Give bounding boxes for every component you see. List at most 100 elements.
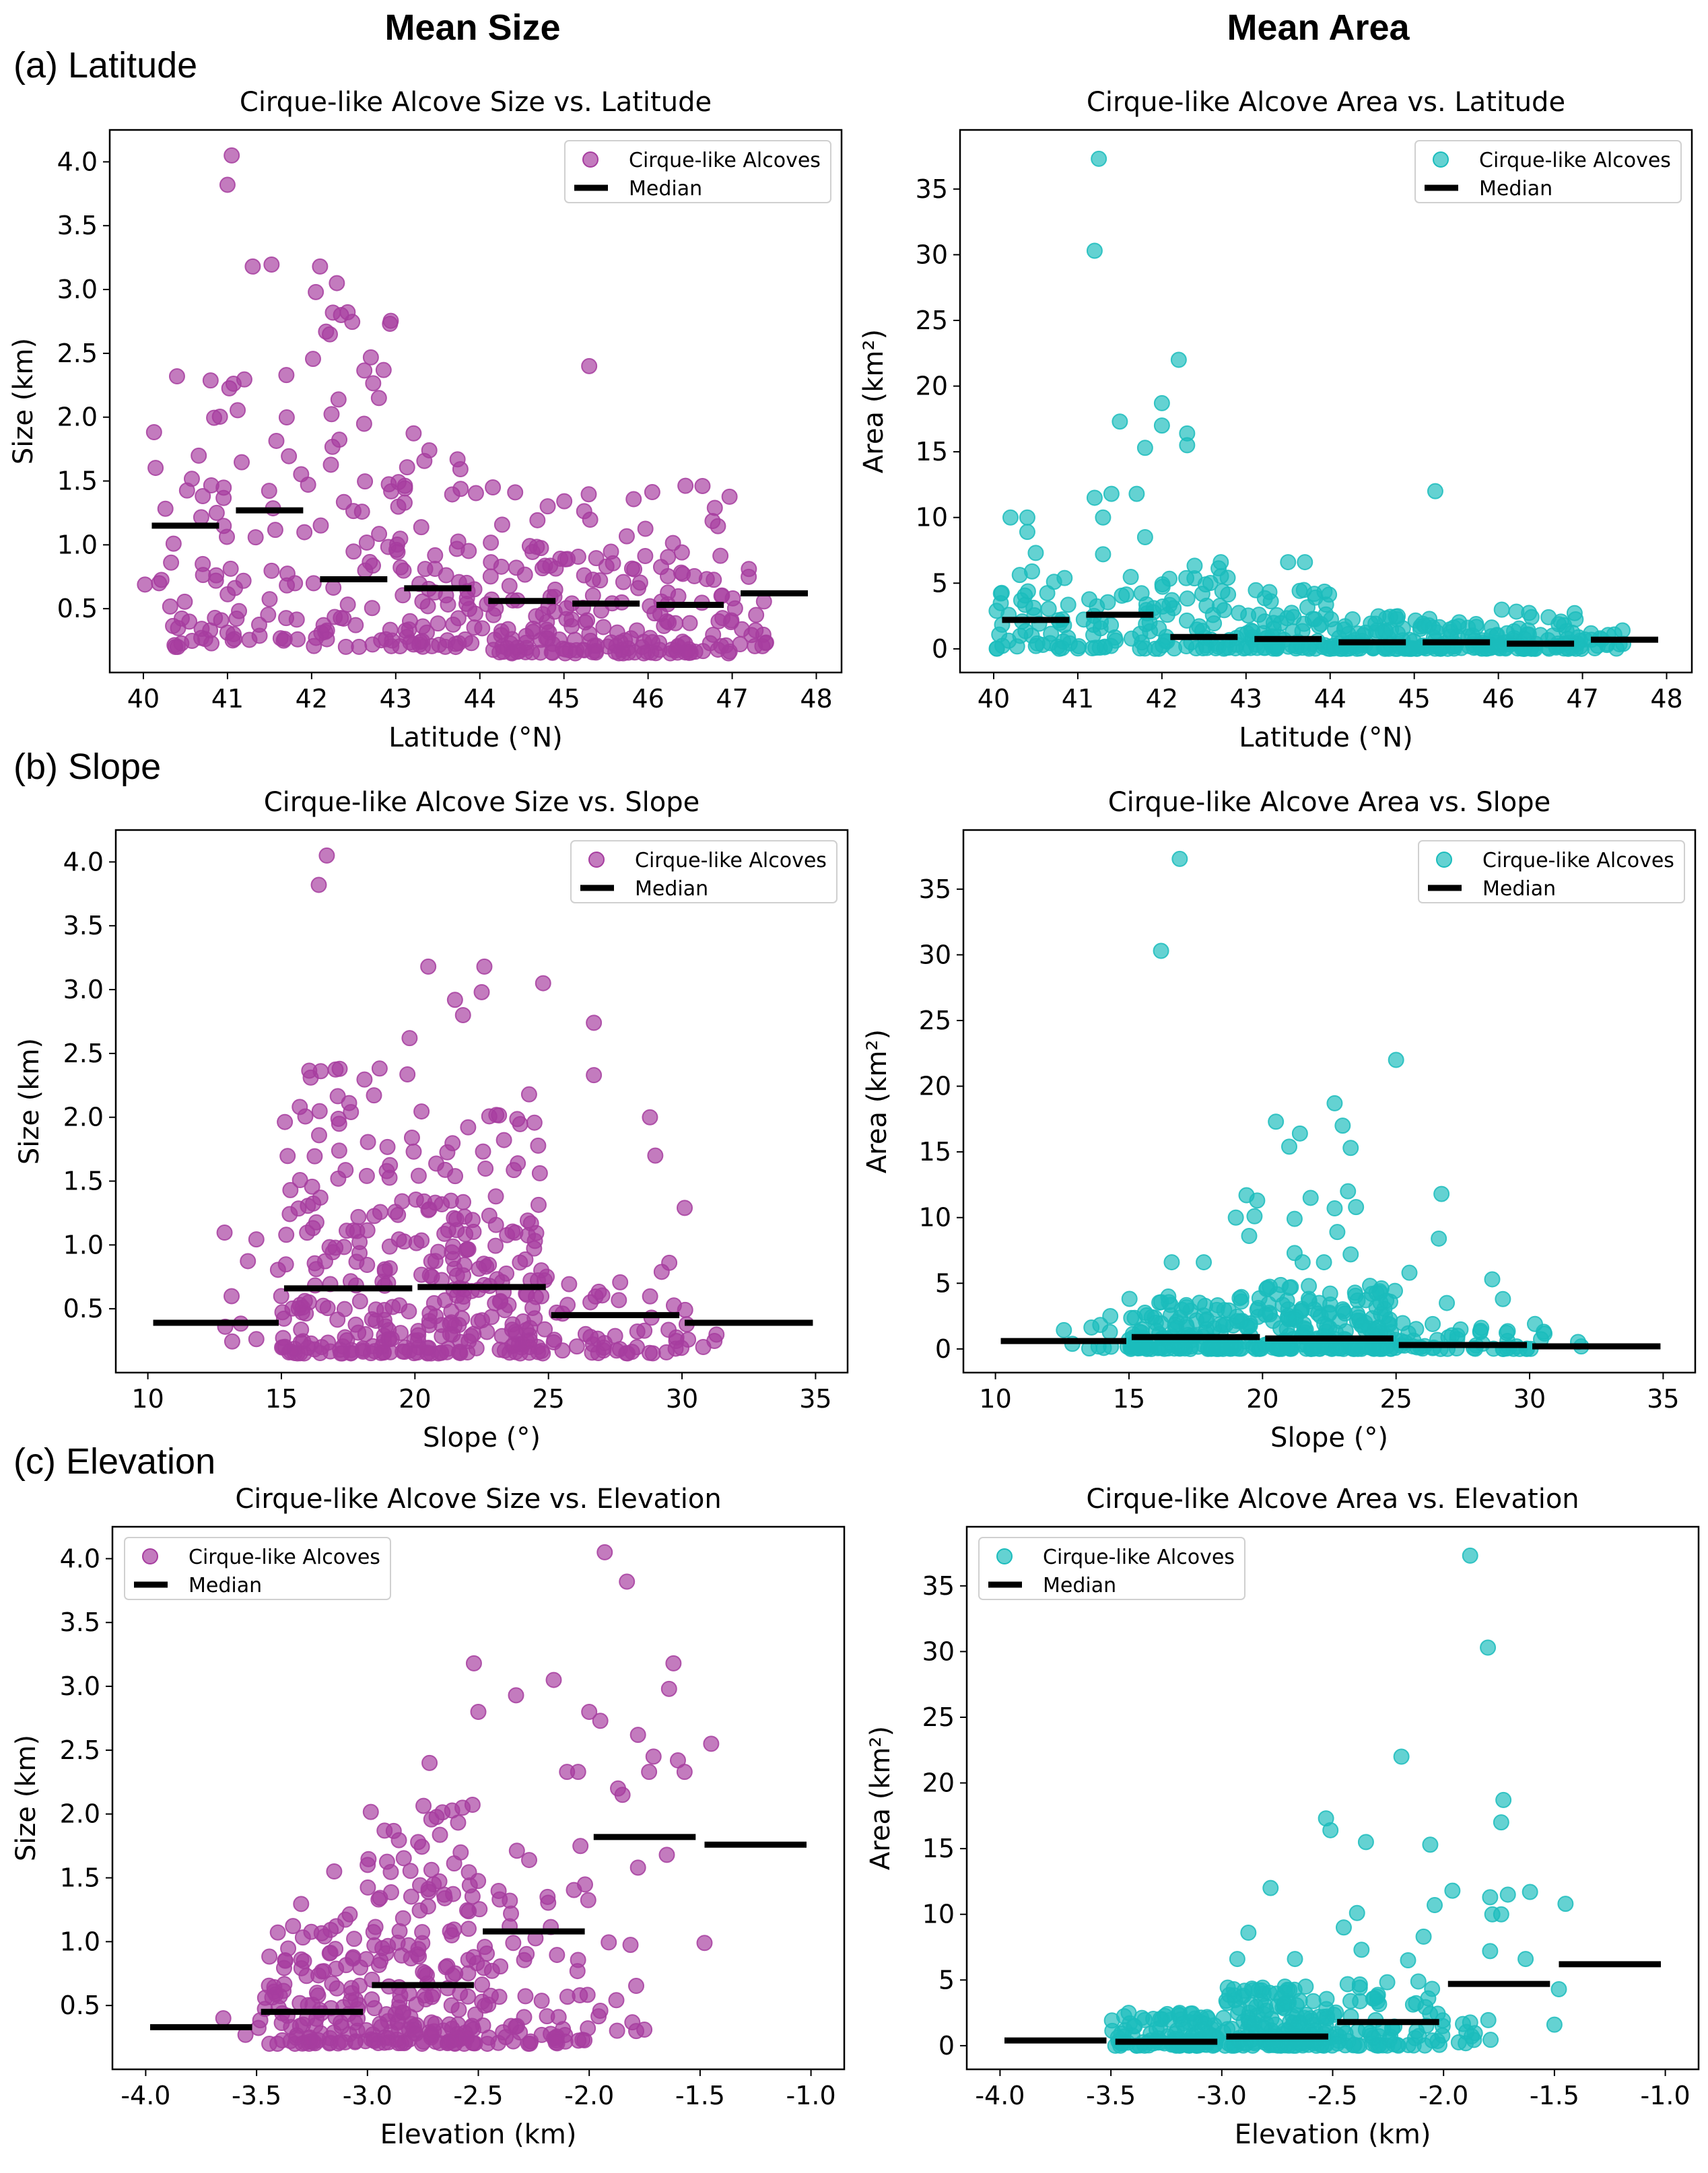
data-point — [1329, 1224, 1346, 1241]
x-axis-label: Slope (°) — [1270, 1422, 1388, 1453]
plot-frame — [114, 829, 849, 1374]
x-tick-label: 25 — [1379, 1384, 1412, 1414]
data-point — [415, 1797, 432, 1814]
data-point — [382, 621, 399, 638]
data-point — [277, 1256, 294, 1273]
data-point — [1493, 1906, 1509, 1923]
data-point — [1217, 1316, 1234, 1333]
data-point — [366, 1087, 382, 1104]
data-point — [1354, 1317, 1371, 1334]
data-point — [402, 1863, 419, 1879]
data-point — [1120, 2005, 1137, 2022]
data-point — [493, 516, 510, 533]
data-point — [1550, 1980, 1567, 1997]
data-point — [1136, 528, 1153, 545]
data-point — [414, 1924, 431, 1941]
data-point — [1280, 1138, 1297, 1155]
data-point — [454, 1799, 471, 1816]
data-point — [458, 590, 475, 607]
data-point — [311, 1103, 328, 1119]
data-point — [518, 1945, 535, 1962]
points-layer — [1103, 1547, 1574, 2054]
data-point — [420, 958, 437, 975]
x-tick-label: 43 — [1230, 684, 1262, 714]
data-point — [1179, 437, 1196, 454]
data-point — [1493, 1814, 1509, 1831]
data-point — [1023, 563, 1040, 580]
chart-area-lat: Cirque-like Alcove Area vs. Latitude 40 41… — [846, 56, 1708, 776]
data-point — [487, 1188, 504, 1205]
data-point — [487, 1295, 504, 1312]
y-tick-label: 20 — [922, 1768, 955, 1798]
data-point — [1121, 1290, 1138, 1307]
chart-area-slope: Cirque-like Alcove Area vs. Slope 10 15 20 2… — [849, 756, 1708, 1476]
data-point — [641, 1344, 658, 1361]
data-point — [1268, 1286, 1285, 1303]
x-tick-label: 47 — [1566, 684, 1598, 714]
x-tick-label: -4.0 — [121, 2081, 170, 2110]
data-point — [1177, 570, 1194, 586]
data-point — [580, 486, 597, 503]
data-point — [310, 1127, 327, 1144]
data-point — [1019, 509, 1035, 526]
data-point — [1482, 1943, 1499, 1960]
data-point — [263, 562, 280, 579]
data-point — [533, 2026, 550, 2043]
x-tick-label: -3.0 — [343, 2081, 392, 2110]
data-point — [1420, 1990, 1437, 2007]
data-point — [403, 1888, 419, 1905]
legend-marker-icon — [1436, 852, 1452, 868]
y-axis-label: Area (km²) — [858, 329, 889, 473]
data-point — [517, 1988, 534, 2005]
y-tick-label: 1.5 — [57, 467, 98, 496]
data-point — [343, 1342, 360, 1358]
data-point — [512, 1345, 528, 1362]
data-point — [582, 1294, 599, 1311]
data-point — [1240, 607, 1257, 624]
y-tick-label: 0 — [938, 2031, 955, 2061]
data-point — [641, 1764, 658, 1781]
data-point — [392, 1325, 409, 1342]
data-point — [623, 1344, 640, 1360]
data-point — [390, 1206, 407, 1223]
data-point — [427, 1253, 444, 1270]
data-point — [1153, 394, 1170, 411]
data-point — [1099, 594, 1116, 611]
data-point — [441, 2016, 458, 2033]
data-point — [1231, 1340, 1248, 1357]
legend: Cirque-like Alcoves Median — [1414, 140, 1682, 203]
data-point — [444, 1927, 460, 1943]
data-point — [316, 1963, 333, 1980]
chart-size-slope: Cirque-like Alcove Size vs. Slope 10 15 20 2… — [1, 756, 868, 1476]
data-point — [757, 634, 774, 651]
x-axis-label: Latitude (°N) — [388, 722, 562, 753]
data-point — [327, 1239, 344, 1256]
data-point — [360, 1879, 376, 1896]
y-tick-label: 2.0 — [60, 1799, 100, 1829]
y-tick-label: 1.5 — [60, 1863, 100, 1893]
data-point — [615, 574, 631, 590]
data-point — [1357, 1834, 1374, 1851]
data-point — [572, 1838, 589, 1855]
y-tick-label: 30 — [922, 1636, 955, 1666]
x-tick-label: -1.0 — [786, 2081, 836, 2110]
data-point — [1081, 591, 1098, 608]
data-point — [330, 1111, 347, 1128]
data-point — [533, 1262, 550, 1279]
data-point — [627, 1978, 644, 1995]
x-tick-label: 25 — [532, 1384, 564, 1414]
data-point — [1351, 1976, 1368, 1993]
data-point — [360, 1857, 376, 1873]
data-point — [1306, 1301, 1323, 1318]
data-point — [1322, 1285, 1338, 1302]
data-point — [216, 1225, 233, 1241]
data-point — [625, 491, 642, 508]
data-point — [1086, 242, 1103, 259]
data-point — [601, 1934, 617, 1951]
data-point — [637, 547, 654, 564]
data-point — [748, 607, 765, 623]
legend-label-points: Cirque-like Alcoves — [1482, 849, 1674, 872]
y-tick-label: 1.0 — [57, 530, 98, 559]
data-point — [446, 992, 463, 1008]
data-point — [531, 1165, 548, 1181]
